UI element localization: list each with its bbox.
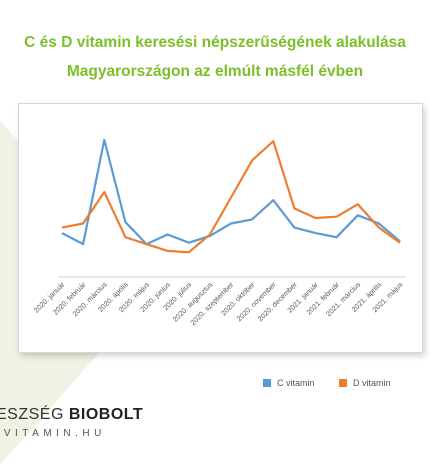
logo-domain: -VITAMIN.HU [0,428,106,439]
legend-swatch-d-vitamin [339,379,347,387]
legend-label-c-vitamin: C vitamin [277,378,315,388]
chart-title-line-2: Magyarországon az elmúlt másfél évben [66,63,364,80]
legend-item-d-vitamin: D vitamin [339,376,391,390]
series-line-c-vitamin [61,138,401,246]
legend-label-d-vitamin: D vitamin [353,378,391,388]
logo: ESZSÉG BIOBOLT -VITAMIN.HU [0,406,143,440]
legend-item-c-vitamin: C vitamin [263,376,315,390]
series-layer [61,138,401,254]
legend-swatch-c-vitamin [263,379,271,387]
logo-text-bold: BIOBOLT [68,406,144,423]
logo-text-light: ESZSÉG [0,406,69,423]
series-line-d-vitamin [61,140,401,254]
chart-title-line-1: C és D vitamin keresési népszerűségének … [24,34,406,51]
